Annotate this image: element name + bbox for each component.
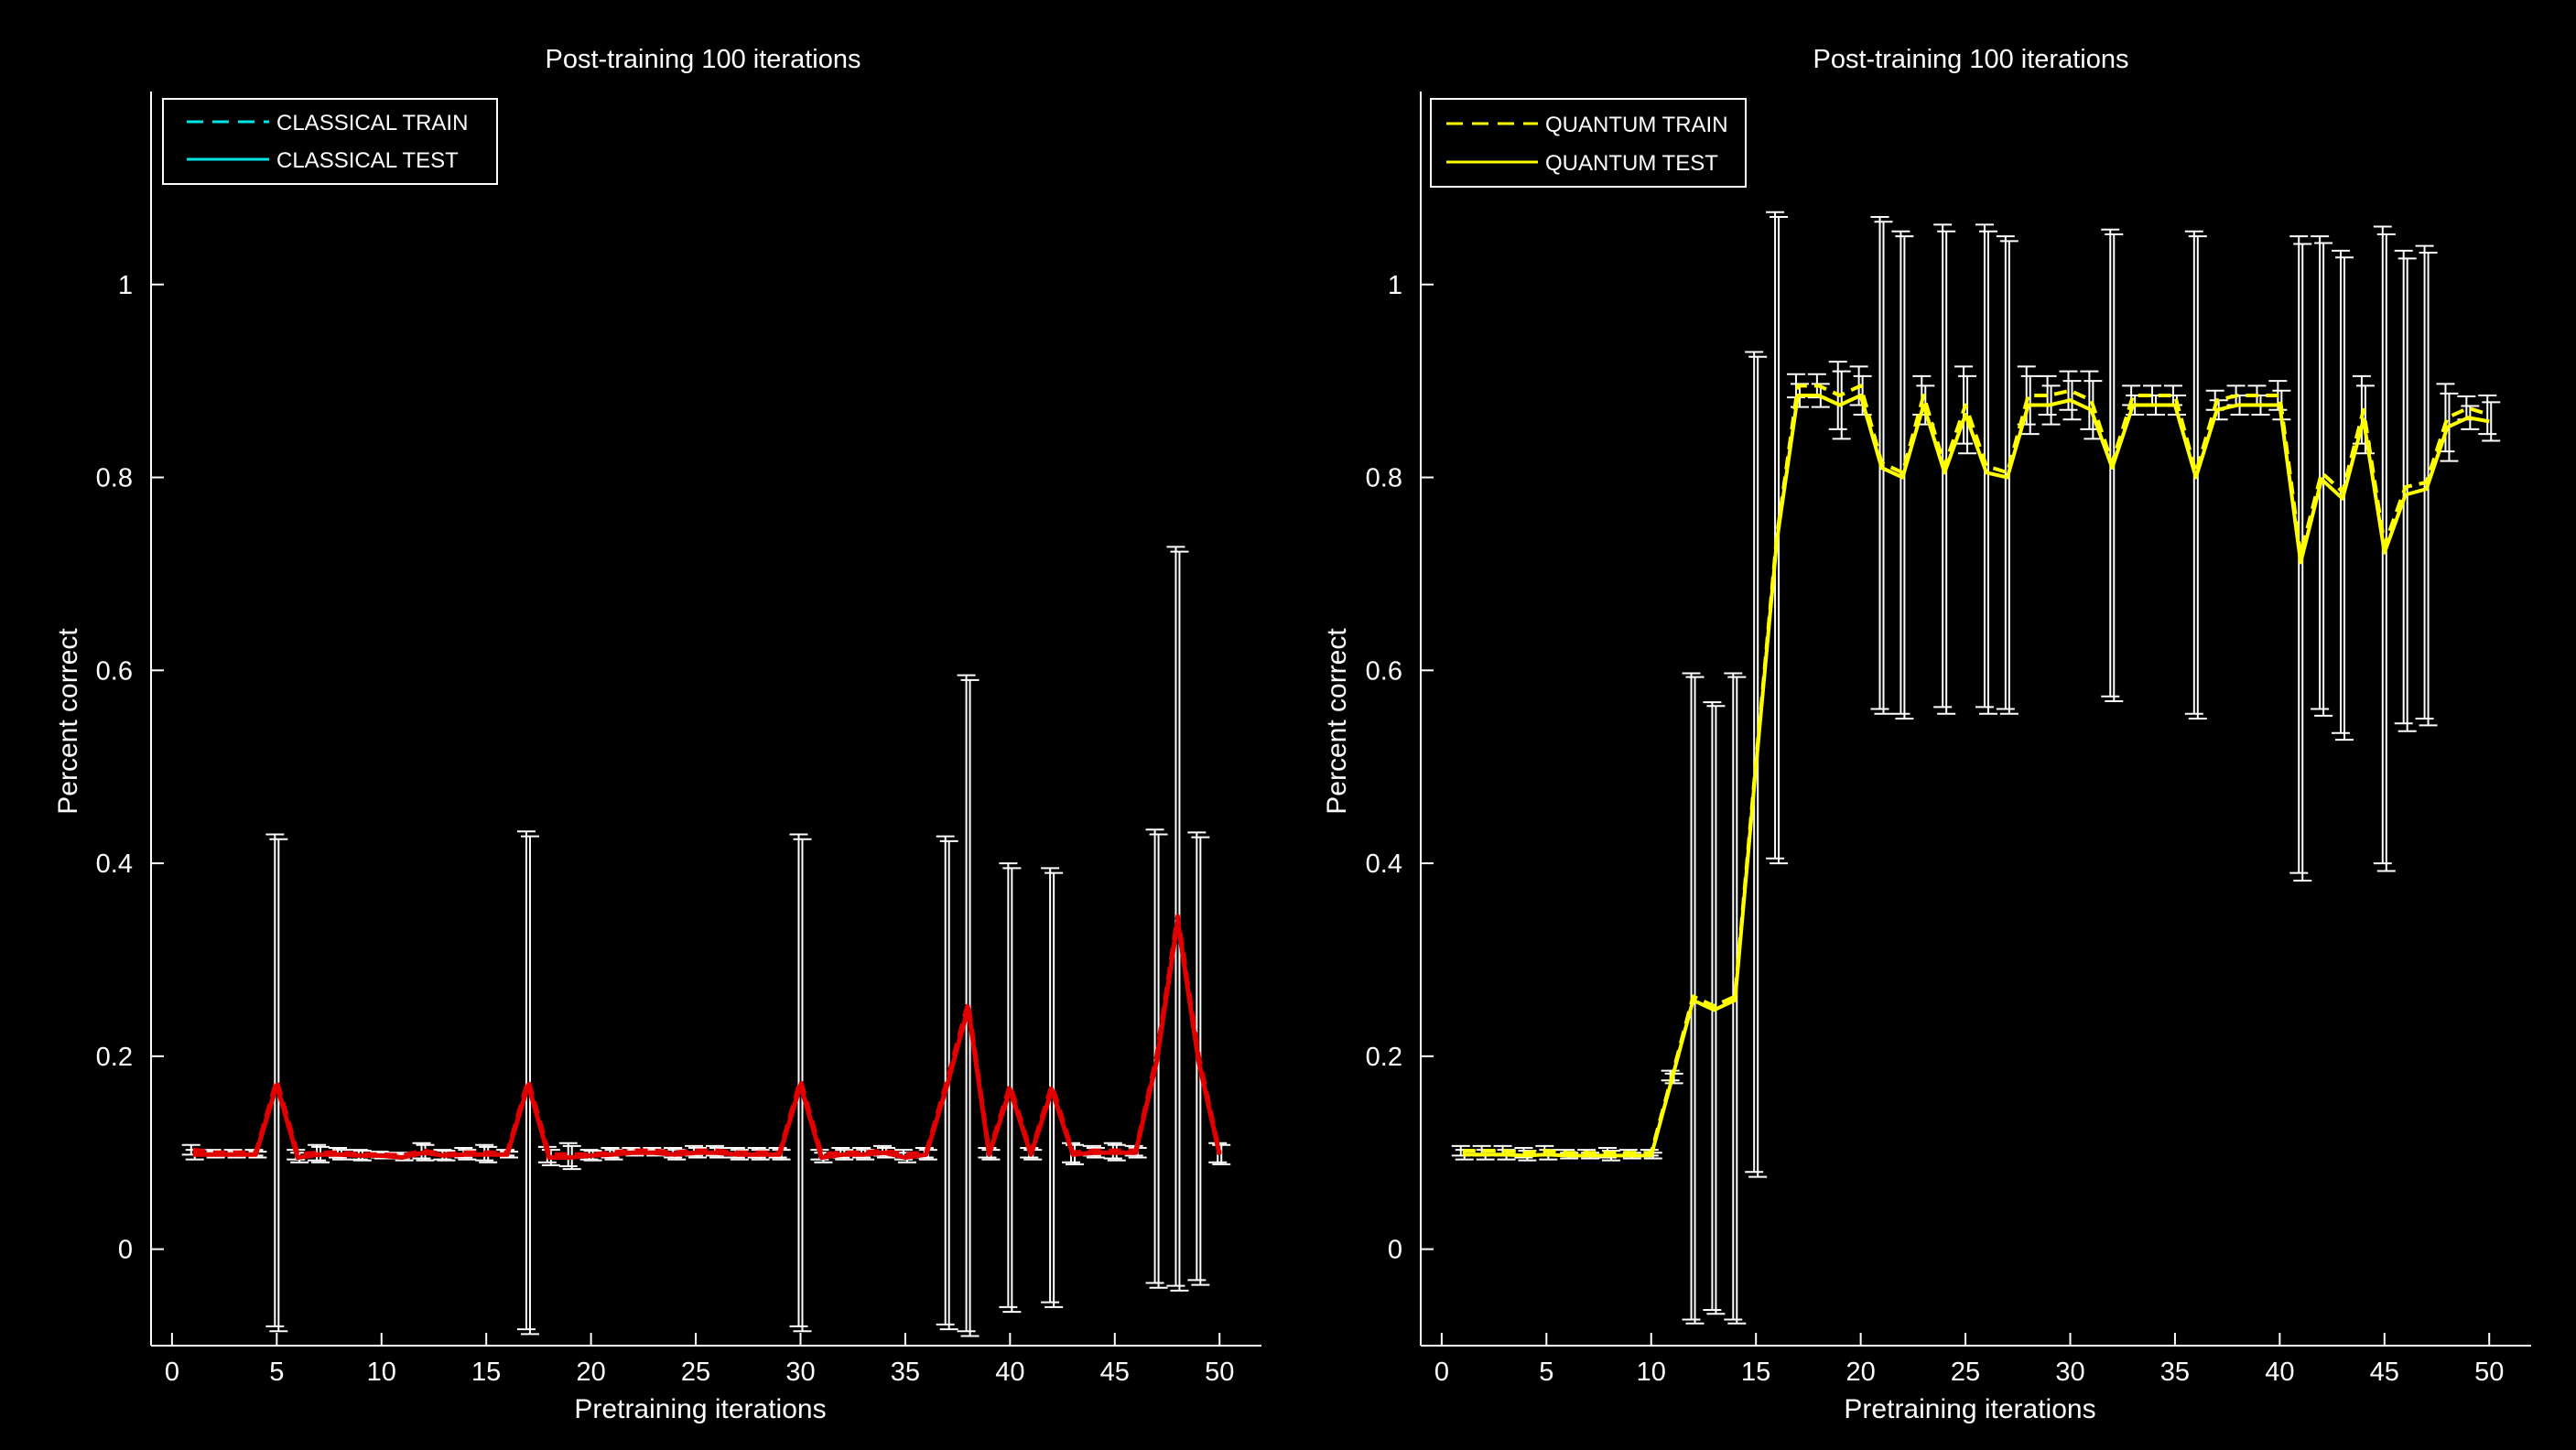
right-series-lines — [1462, 384, 2490, 1158]
x-tick-label: 15 — [1741, 1358, 1770, 1387]
y-tick-label: 0 — [1388, 1236, 1402, 1265]
legend-quantum-train: QUANTUM TRAIN — [1545, 113, 1728, 137]
x-tick-label: 0 — [165, 1358, 179, 1387]
right-axes: 0 5 10 15 20 25 30 35 40 45 50 0 0.2 0.4 0.6 0.8 1 — [1366, 92, 2531, 1387]
legend-classical-train: CLASSICAL TRAIN — [276, 111, 468, 135]
right-x-axis-label: Pretraining iterations — [1844, 1394, 2095, 1424]
legend-quantum-test: QUANTUM TEST — [1545, 151, 1718, 176]
x-tick-label: 50 — [1205, 1358, 1234, 1387]
y-tick-label: 0.4 — [96, 849, 133, 879]
right-y-axis-label: Percent correct — [1322, 628, 1352, 815]
right-chart-title: Post-training 100 iterations — [1813, 45, 2129, 74]
left-axes: 0 5 10 15 20 25 30 35 40 45 50 0 0.2 0.4 0.6 0.8 1 — [96, 92, 1261, 1387]
right-chart: Post-training 100 iterations 0 5 10 15 20 25 3… — [1322, 45, 2531, 1424]
x-tick-label: 15 — [471, 1358, 501, 1387]
right-legend: QUANTUM TRAIN QUANTUM TEST — [1430, 98, 1747, 188]
x-tick-label: 30 — [2055, 1358, 2084, 1387]
left-chart: Post-training 100 iterations 0 5 10 15 20 25 3… — [53, 45, 1261, 1424]
x-tick-label: 35 — [2160, 1358, 2190, 1387]
x-tick-label: 25 — [1951, 1358, 1980, 1387]
series-line-classical-test — [192, 918, 1222, 1160]
x-tick-label: 40 — [2265, 1358, 2294, 1387]
left-x-axis-label: Pretraining iterations — [574, 1394, 826, 1424]
y-tick-label: 1 — [118, 271, 133, 300]
x-tick-label: 45 — [1100, 1358, 1130, 1387]
y-tick-label: 0.2 — [96, 1043, 133, 1072]
legend-classical-test: CLASSICAL TEST — [276, 148, 459, 173]
left-chart-title: Post-training 100 iterations — [546, 45, 861, 74]
x-tick-label: 20 — [1845, 1358, 1875, 1387]
y-tick-label: 0.6 — [96, 656, 133, 686]
x-tick-label: 30 — [785, 1358, 815, 1387]
x-tick-label: 5 — [269, 1358, 284, 1387]
x-tick-label: 35 — [891, 1358, 920, 1387]
y-tick-label: 0.2 — [1366, 1043, 1402, 1072]
y-tick-label: 0.8 — [96, 464, 133, 493]
x-tick-label: 45 — [2370, 1358, 2399, 1387]
x-tick-label: 0 — [1434, 1358, 1449, 1387]
left-y-axis-label: Percent correct — [53, 628, 83, 815]
x-tick-label: 20 — [576, 1358, 605, 1387]
y-tick-label: 0.6 — [1366, 656, 1402, 686]
x-tick-label: 50 — [2474, 1358, 2504, 1387]
series-line-quantum-test — [1462, 394, 2490, 1158]
left-legend: CLASSICAL TRAIN CLASSICAL TEST — [162, 98, 498, 185]
right-legend-box — [1430, 98, 1747, 188]
y-tick-label: 0.4 — [1366, 849, 1402, 879]
left-series-lines — [192, 914, 1222, 1160]
x-tick-label: 10 — [1637, 1358, 1666, 1387]
y-tick-label: 1 — [1388, 271, 1402, 300]
left-legend-box — [162, 98, 498, 185]
x-tick-label: 40 — [995, 1358, 1024, 1387]
x-tick-label: 10 — [367, 1358, 396, 1387]
x-tick-label: 5 — [1539, 1358, 1553, 1387]
y-tick-label: 0.8 — [1366, 464, 1402, 493]
y-tick-label: 0 — [118, 1236, 133, 1265]
x-tick-label: 25 — [681, 1358, 710, 1387]
